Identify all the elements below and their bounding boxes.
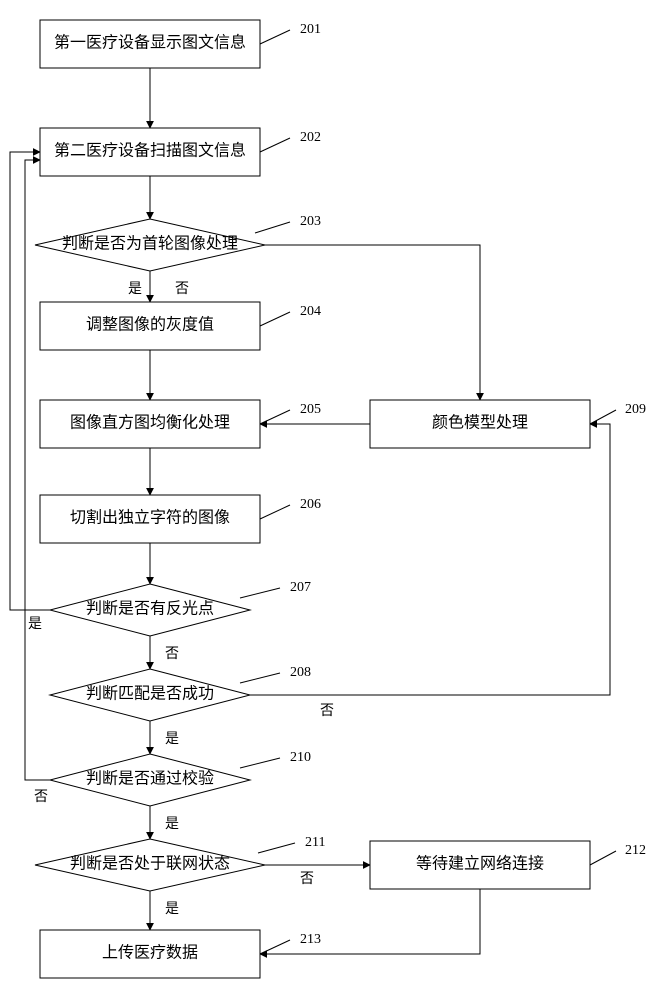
node-number: 207 — [290, 580, 311, 595]
node-number: 202 — [300, 130, 321, 145]
node-label: 等待建立网络连接 — [416, 854, 544, 873]
leader-line — [260, 410, 290, 424]
node-number: 206 — [300, 497, 321, 512]
leader-line — [260, 505, 290, 519]
node-label: 第一医疗设备显示图文信息 — [54, 34, 246, 52]
edge-label: 是 — [165, 732, 179, 747]
leader-line — [240, 673, 280, 683]
node-number: 201 — [300, 22, 321, 37]
edge-label: 是 — [165, 902, 179, 917]
leader-line — [590, 410, 616, 424]
node-label: 调整图像的灰度值 — [86, 316, 214, 334]
leader-line — [255, 222, 290, 233]
leader-line — [258, 843, 295, 853]
leader-line — [260, 312, 290, 326]
leader-line — [260, 138, 290, 152]
leader-line — [240, 588, 280, 598]
node-number: 210 — [290, 750, 311, 765]
leader-line — [260, 30, 290, 44]
edge-label: 否 — [320, 704, 334, 719]
node-label: 切割出独立字符的图像 — [70, 509, 230, 527]
edge-label: 否 — [165, 647, 179, 662]
node-label: 判断匹配是否成功 — [86, 685, 214, 703]
node-label: 第二医疗设备扫描图文信息 — [54, 142, 246, 160]
edge-label: 是 — [165, 817, 179, 832]
node-label: 图像直方图均衡化处理 — [70, 414, 230, 432]
edge — [260, 889, 480, 954]
node-number: 204 — [300, 304, 321, 319]
edge-label: 否 — [175, 282, 189, 297]
node-label: 上传医疗数据 — [102, 944, 198, 962]
edge — [25, 160, 50, 780]
edge-label: 否 — [300, 872, 314, 887]
node-label: 判断是否有反光点 — [86, 600, 214, 618]
leader-line — [240, 758, 280, 768]
node-number: 213 — [300, 932, 321, 947]
edge — [250, 424, 610, 695]
edge-label: 否 — [34, 790, 48, 805]
node-number: 211 — [305, 835, 325, 850]
node-label: 判断是否为首轮图像处理 — [62, 235, 238, 253]
edge-label: 是 — [28, 617, 42, 632]
node-number: 203 — [300, 214, 321, 229]
leader-line — [590, 851, 616, 865]
node-number: 209 — [625, 402, 646, 417]
node-label: 判断是否处于联网状态 — [70, 855, 230, 873]
node-label: 颜色模型处理 — [432, 414, 528, 432]
node-label: 判断是否通过校验 — [86, 770, 214, 788]
edge-label: 是 — [128, 282, 142, 297]
leader-line — [260, 940, 290, 954]
edge — [265, 245, 480, 400]
node-number: 205 — [300, 402, 321, 417]
node-number: 208 — [290, 665, 311, 680]
node-number: 212 — [625, 843, 646, 858]
